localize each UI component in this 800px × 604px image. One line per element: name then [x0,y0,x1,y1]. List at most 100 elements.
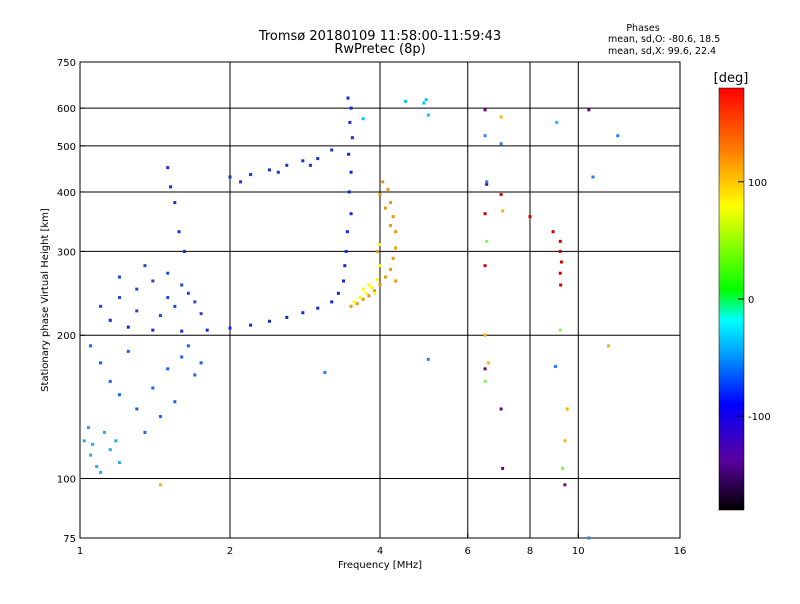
data-point [350,136,354,140]
data-point [169,185,173,189]
data-point [558,271,562,275]
data-point [89,344,93,348]
data-point [378,264,382,268]
data-point [361,297,365,301]
colorbar-tick-label: -100 [748,412,771,423]
colorbar-label: [deg] [714,71,749,86]
data-point [483,367,487,371]
data-point [499,142,503,146]
data-point [389,201,393,205]
data-point [228,326,232,330]
data-point [555,120,559,124]
data-point [349,212,353,216]
data-point [375,277,379,281]
colorbar-ticks: 100 0 -100 [738,178,771,423]
data-point [103,430,107,434]
data-point [158,314,162,318]
data-point [135,287,139,291]
data-point [343,264,347,268]
data-point [285,163,289,167]
data-point [501,466,505,470]
y-tick-label: 600 [57,104,76,115]
data-point [563,439,567,443]
data-point [180,283,184,287]
data-points [82,96,620,540]
data-point [528,215,532,219]
y-tick-label: 400 [57,188,76,199]
colorbar-tick-label: 0 [748,295,754,306]
data-point [316,157,320,161]
data-point [99,470,103,474]
data-point [377,243,381,247]
data-point [186,344,190,348]
data-point [89,453,93,457]
y-tick-label: 500 [57,142,76,153]
legend-line-x: mean, sd,X: 99.6, 22.4 [608,46,716,57]
y-tick-labels: 75 100 200 300 400 500 600 750 [57,58,85,545]
data-point [135,407,139,411]
data-point [389,267,393,271]
data-point [173,304,177,308]
y-tick-label: 300 [57,247,76,258]
data-point [267,319,271,323]
data-point [403,99,407,103]
x-tick-label: 16 [674,546,687,557]
legend-line-o: mean, sd,O: -80.6, 18.5 [608,34,720,45]
data-point [346,96,350,100]
x-tick-label: 10 [572,546,585,557]
data-point [117,296,121,300]
chart-subtitle: RwPretec (8p) [334,42,425,57]
y-tick-label: 75 [63,534,76,545]
data-point [276,170,280,174]
data-point [199,361,203,365]
data-point [117,275,121,279]
data-point [193,300,197,304]
data-point [558,328,562,332]
data-point [563,483,567,487]
data-point [117,393,121,397]
data-point [249,323,253,327]
data-point [367,294,371,298]
data-point [361,287,365,291]
data-point [591,175,595,179]
data-point [99,304,103,308]
data-point [166,166,170,170]
data-point [82,439,86,443]
data-point [561,466,565,470]
data-point [347,190,351,194]
y-tick-label: 100 [57,475,76,486]
data-point [249,173,253,177]
x-tick-label: 1 [77,546,83,557]
data-point [352,300,356,304]
data-point [348,120,352,124]
data-point [301,311,305,315]
data-point [323,371,327,375]
data-point [355,302,359,306]
data-point [135,309,139,313]
x-tick-labels: 1 2 4 6 8 10 16 [77,533,687,557]
data-point [426,113,430,117]
data-point [86,425,90,429]
data-point [158,483,162,487]
data-point [193,373,197,377]
y-tick-label: 200 [57,331,76,342]
data-point [108,318,112,322]
data-point [364,291,368,295]
data-point [383,275,387,279]
data-point [499,115,503,119]
x-tick-label: 4 [377,546,383,557]
data-point [267,168,271,172]
data-point [375,249,379,253]
data-point [166,271,170,275]
data-point [143,430,147,434]
data-point [166,296,170,300]
data-point [182,249,186,253]
data-point [501,209,505,213]
data-point [143,264,147,268]
data-point [199,312,203,316]
data-point [558,239,562,243]
data-point [381,180,385,184]
data-point [391,215,395,219]
data-point [336,291,340,295]
